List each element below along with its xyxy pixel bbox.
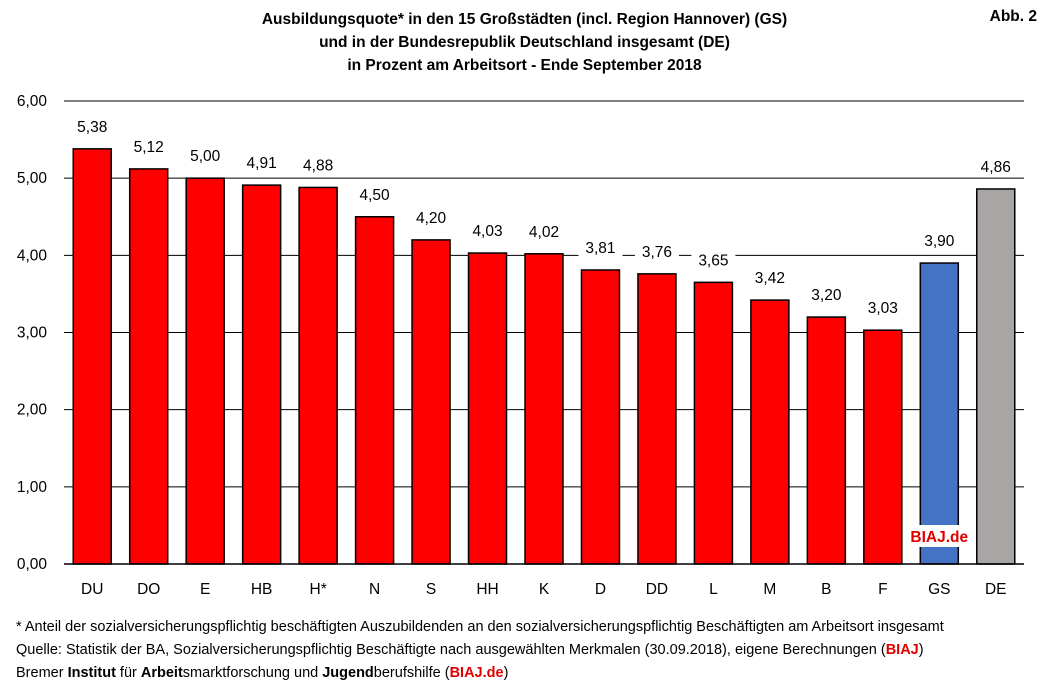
source-close: ) xyxy=(918,642,924,658)
value-label: 3,90 xyxy=(924,233,955,250)
y-tick-label: 5,00 xyxy=(17,170,48,187)
value-label: 3,76 xyxy=(642,244,672,261)
value-label-bg xyxy=(296,154,341,175)
x-tick-label: F xyxy=(878,581,887,598)
value-label: 4,03 xyxy=(472,223,502,240)
value-label-bg xyxy=(239,152,284,173)
bar-d xyxy=(580,269,621,565)
chart-title: Ausbildungsquote* in den 15 Großstädten … xyxy=(0,8,1049,77)
source-brand: BIAJ xyxy=(885,642,919,658)
x-tick-label: H* xyxy=(310,581,327,598)
watermark: BIAJ.de xyxy=(910,529,968,546)
institute-part-2: für xyxy=(115,665,141,681)
y-tick-label: 0,00 xyxy=(17,556,48,573)
value-label-bg xyxy=(465,220,510,241)
x-tick-label: S xyxy=(426,581,436,598)
value-label: 4,91 xyxy=(247,155,277,172)
bar-h-star xyxy=(298,186,338,565)
x-tick-label: K xyxy=(539,581,550,598)
bar-e xyxy=(185,177,225,565)
value-label-bg xyxy=(860,297,905,318)
institute-part-7: BIAJ.de xyxy=(449,665,504,681)
institute-part-5: Jugend xyxy=(322,665,374,681)
source-text: Quelle: Statistik der BA, Sozialversiche… xyxy=(16,642,886,658)
bar-k xyxy=(524,253,564,565)
value-label: 5,38 xyxy=(77,119,107,136)
bar-f xyxy=(863,329,903,565)
bar-l xyxy=(693,281,734,565)
watermark-bg xyxy=(909,525,970,547)
value-label: 3,03 xyxy=(868,300,898,317)
bar-n xyxy=(354,216,395,565)
bar-m xyxy=(750,299,790,565)
value-label-bg xyxy=(691,249,736,270)
value-label: 4,20 xyxy=(416,210,447,227)
footnote-institute: Bremer Institut für Arbeitsmarktforschun… xyxy=(16,662,944,685)
value-label: 3,20 xyxy=(811,287,842,304)
value-label-bg xyxy=(522,220,566,241)
value-label-bg xyxy=(917,230,962,251)
x-tick-label: D xyxy=(595,581,606,598)
bar-s xyxy=(411,239,451,565)
x-tick-label: DD xyxy=(646,581,668,598)
y-tick-label: 1,00 xyxy=(17,479,48,496)
bar-chart: 0,00 1,00 2,00 3,00 4,00 5,00 6,00 5,38 DU 5,12 DO… xyxy=(17,93,1024,598)
value-label-bg xyxy=(183,145,228,166)
title-line-1: Ausbildungsquote* in den 15 Großstädten … xyxy=(261,11,788,28)
bar-de xyxy=(976,188,1016,565)
x-tick-label: M xyxy=(763,581,776,598)
footnote-definition: * Anteil der sozialversicherungspflichti… xyxy=(16,619,944,635)
bar-gs xyxy=(919,262,960,565)
value-label: 4,86 xyxy=(981,159,1011,176)
value-label-bg xyxy=(973,155,1018,176)
value-label: 4,88 xyxy=(303,157,333,174)
institute-part-8: ) xyxy=(503,665,509,681)
x-tick-label: DU xyxy=(81,581,103,598)
x-tick-label: L xyxy=(709,581,718,598)
bar-hh xyxy=(467,252,508,565)
title-line-2: und in der Bundesrepublik Deutschland in… xyxy=(319,34,730,51)
institute-part-1: Institut xyxy=(67,665,116,681)
footnote: * Anteil der sozialversicherungspflichti… xyxy=(16,616,944,685)
bar-du xyxy=(72,148,112,565)
x-tick-label: DE xyxy=(985,581,1007,598)
x-tick-label: DO xyxy=(137,581,160,598)
institute-part-3: Arbeit xyxy=(140,665,183,681)
institute-part-6: berufshilfe ( xyxy=(373,665,450,681)
y-tick-label: 4,00 xyxy=(17,247,48,264)
y-tick-label: 6,00 xyxy=(17,93,48,110)
figure-label: Abb. 2 xyxy=(989,8,1037,25)
x-tick-label: GS xyxy=(928,581,950,598)
bar-b xyxy=(806,316,847,565)
value-label: 5,12 xyxy=(134,139,164,156)
institute-part-0: Bremer xyxy=(16,665,68,681)
value-label: 3,65 xyxy=(698,252,728,269)
value-label-bg xyxy=(126,135,171,156)
institute-part-4: smarktforschung und xyxy=(182,665,323,681)
value-label-bg xyxy=(409,206,454,227)
x-tick-label: E xyxy=(200,581,210,598)
value-label-bg xyxy=(804,284,849,305)
title-line-3: in Prozent am Arbeitsort - Ende Septembe… xyxy=(347,57,702,74)
value-label: 3,81 xyxy=(585,240,615,257)
bar-dd xyxy=(637,273,677,565)
value-label-bg xyxy=(747,267,792,288)
bar-hb xyxy=(241,184,282,565)
x-tick-label: HB xyxy=(251,581,273,598)
x-tick-label: N xyxy=(369,581,380,598)
y-tick-label: 2,00 xyxy=(17,402,48,419)
value-label-bg xyxy=(634,240,679,261)
value-label-bg xyxy=(578,236,623,257)
y-tick-label: 3,00 xyxy=(17,325,48,342)
x-tick-label: B xyxy=(821,581,831,598)
footnote-source: Quelle: Statistik der BA, Sozialversiche… xyxy=(16,639,944,662)
value-label: 4,50 xyxy=(360,187,391,204)
x-tick-label: HH xyxy=(476,581,498,598)
value-label: 4,02 xyxy=(529,224,559,241)
bar-do xyxy=(128,168,169,565)
value-label-bg xyxy=(352,183,397,204)
value-label-bg xyxy=(70,115,115,136)
value-label: 5,00 xyxy=(190,148,221,165)
value-label: 3,42 xyxy=(755,270,785,287)
